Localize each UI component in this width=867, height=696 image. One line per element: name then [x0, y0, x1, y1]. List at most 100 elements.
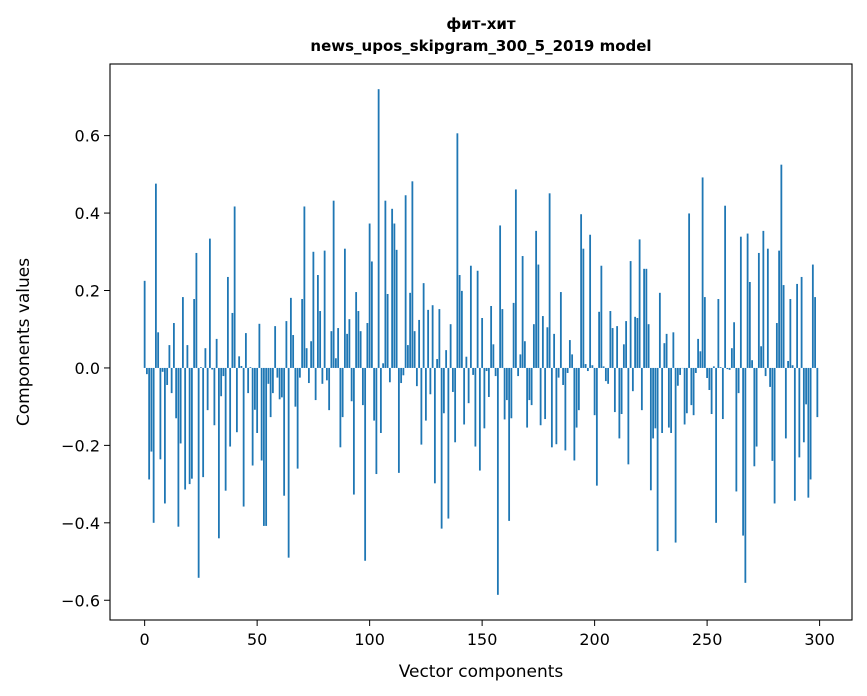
bar-component-238 — [679, 367, 682, 375]
bar-component-136 — [449, 324, 452, 368]
bar-component-84 — [332, 200, 335, 368]
bar-component-286 — [787, 360, 790, 368]
x-tick-label: 0 — [140, 630, 150, 649]
bar-component-285 — [784, 367, 787, 439]
bar-component-183 — [555, 367, 558, 445]
bar-component-129 — [433, 367, 436, 484]
bar-component-278 — [769, 367, 772, 387]
bar-component-271 — [753, 367, 756, 467]
bar-component-214 — [625, 321, 628, 368]
bar-component-119 — [411, 181, 414, 368]
bar-component-187 — [564, 367, 567, 451]
bar-component-262 — [733, 322, 736, 368]
bar-component-3 — [150, 367, 153, 452]
bar-component-71 — [303, 206, 306, 368]
bar-component-112 — [395, 249, 398, 368]
bar-component-145 — [469, 265, 472, 368]
bar-component-225 — [649, 367, 652, 491]
y-tick-label: −0.6 — [61, 591, 100, 610]
y-tick-label: −0.4 — [61, 514, 100, 533]
bar-component-2 — [148, 367, 151, 480]
bar-component-108 — [386, 293, 389, 368]
bar-component-179 — [546, 327, 549, 368]
bar-component-143 — [465, 356, 468, 368]
bar-component-53 — [262, 367, 265, 526]
bar-component-12 — [170, 367, 173, 394]
bar-component-27 — [204, 348, 207, 368]
bar-component-180 — [548, 193, 551, 368]
bar-component-22 — [193, 299, 196, 368]
bar-component-224 — [647, 324, 650, 368]
bar-component-177 — [541, 316, 544, 368]
bar-component-140 — [458, 275, 461, 368]
bar-component-104 — [377, 89, 380, 368]
x-tick-label: 200 — [579, 630, 610, 649]
bar-component-134 — [445, 350, 448, 368]
bar-component-215 — [627, 367, 630, 465]
bar-component-64 — [287, 367, 290, 558]
bar-component-149 — [478, 367, 481, 471]
bar-component-8 — [161, 367, 164, 372]
bar-component-47 — [249, 367, 252, 368]
bar-component-141 — [460, 290, 463, 368]
bar-component-223 — [645, 268, 648, 368]
bar-component-39 — [231, 312, 234, 368]
bar-component-101 — [370, 261, 373, 368]
bar-component-209 — [613, 367, 616, 413]
bar-component-158 — [499, 225, 502, 368]
bar-component-4 — [152, 367, 155, 523]
y-tick-label: 0.4 — [75, 204, 100, 223]
bar-component-30 — [211, 367, 214, 370]
bar-component-78 — [319, 311, 322, 368]
bar-component-118 — [409, 292, 412, 368]
bar-component-220 — [638, 239, 641, 368]
bar-component-54 — [265, 367, 268, 526]
bar-component-49 — [253, 367, 256, 410]
bar-component-73 — [307, 367, 310, 384]
bar-component-226 — [652, 367, 655, 439]
bar-component-248 — [701, 177, 704, 368]
bar-component-16 — [179, 367, 182, 444]
bar-component-125 — [424, 367, 427, 421]
bar-component-31 — [213, 367, 216, 426]
bar-component-251 — [708, 367, 711, 391]
bar-component-186 — [562, 367, 565, 385]
x-tick-label: 100 — [354, 630, 385, 649]
bar-component-60 — [278, 367, 281, 400]
bar-component-70 — [301, 299, 304, 368]
bar-component-261 — [730, 348, 733, 368]
chart-title: фит-хит — [446, 15, 515, 33]
bar-component-105 — [379, 367, 382, 433]
bar-component-156 — [494, 367, 497, 377]
bar-component-32 — [215, 338, 218, 368]
bar-component-80 — [323, 250, 326, 368]
bar-component-150 — [481, 317, 484, 368]
bar-component-249 — [703, 297, 706, 368]
bar-component-167 — [519, 354, 522, 368]
bar-component-200 — [593, 367, 596, 416]
y-tick-label: 0.2 — [75, 282, 100, 301]
bar-component-92 — [350, 367, 353, 402]
bar-component-106 — [382, 363, 385, 368]
bar-component-202 — [598, 311, 601, 368]
y-tick-label: −0.2 — [61, 436, 100, 455]
bar-component-182 — [553, 333, 556, 368]
bar-component-193 — [577, 367, 580, 411]
bar-component-41 — [235, 367, 238, 433]
bar-component-109 — [388, 367, 391, 383]
bar-component-297 — [811, 264, 814, 368]
bar-component-256 — [719, 367, 722, 368]
bar-component-213 — [622, 344, 625, 368]
y-tick-label: 0.6 — [75, 127, 100, 146]
bar-component-97 — [361, 367, 364, 406]
bar-component-67 — [294, 367, 297, 407]
bar-component-29 — [208, 238, 211, 368]
bar-component-290 — [796, 283, 799, 368]
bar-component-139 — [456, 133, 459, 368]
bar-component-103 — [375, 367, 378, 475]
bar-component-237 — [676, 367, 679, 386]
bar-component-68 — [296, 367, 299, 469]
bar-component-5 — [154, 183, 157, 368]
bar-component-146 — [472, 367, 475, 375]
bar-component-62 — [283, 367, 286, 496]
